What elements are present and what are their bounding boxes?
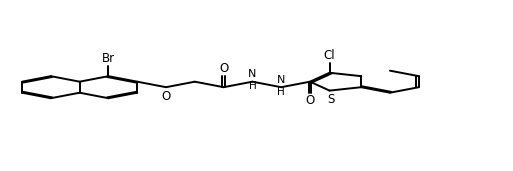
Text: Cl: Cl bbox=[324, 49, 336, 62]
Text: O: O bbox=[305, 94, 314, 107]
Text: N: N bbox=[277, 75, 285, 85]
Text: H: H bbox=[249, 81, 256, 91]
Text: O: O bbox=[162, 90, 171, 103]
Text: N: N bbox=[248, 69, 256, 80]
Text: S: S bbox=[327, 93, 334, 106]
Text: H: H bbox=[278, 87, 285, 97]
Text: O: O bbox=[219, 62, 228, 75]
Text: Br: Br bbox=[102, 52, 115, 65]
